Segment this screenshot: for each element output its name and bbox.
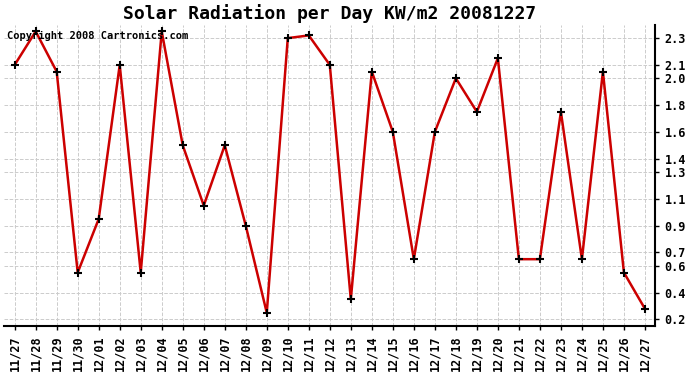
Text: Copyright 2008 Cartronics.com: Copyright 2008 Cartronics.com — [8, 31, 188, 41]
Title: Solar Radiation per Day KW/m2 20081227: Solar Radiation per Day KW/m2 20081227 — [124, 4, 536, 23]
